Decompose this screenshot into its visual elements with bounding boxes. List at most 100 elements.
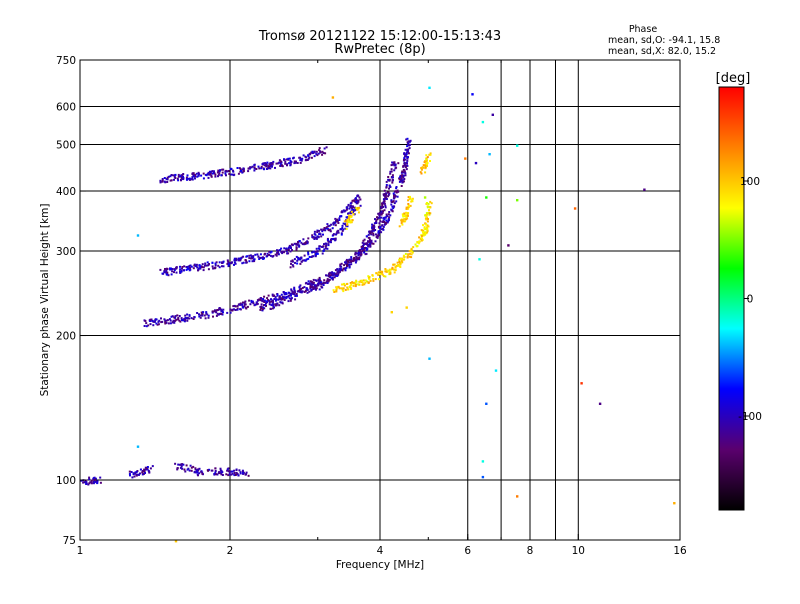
trace-point [374, 278, 377, 281]
trace-point [316, 252, 319, 255]
trace-point [350, 256, 353, 259]
trace-point [182, 319, 185, 322]
trace-point [220, 174, 223, 177]
trace-point [341, 229, 344, 232]
trace-point [390, 203, 393, 206]
trace-point [402, 214, 405, 217]
trace-point [363, 238, 366, 241]
trace-point [376, 218, 379, 221]
trace-point [405, 211, 408, 214]
trace-point [316, 154, 319, 157]
trace-point [283, 158, 285, 161]
trace-point [256, 253, 259, 256]
scatter-point [516, 495, 519, 498]
trace-point [192, 175, 195, 178]
trace-point [400, 175, 403, 178]
scatter-point [478, 258, 481, 261]
trace-point [268, 163, 271, 166]
trace-point [251, 260, 254, 263]
trace-point [172, 174, 175, 177]
trace-point [227, 474, 230, 477]
trace-point [179, 466, 182, 469]
trace-point [406, 162, 408, 165]
trace-point [382, 225, 385, 228]
trace-point [185, 266, 188, 268]
trace-point [356, 194, 359, 197]
trace-point [160, 321, 163, 324]
trace-point [189, 264, 192, 267]
x-tick-label: 16 [673, 545, 687, 557]
trace-point [359, 279, 362, 282]
trace-point [190, 466, 193, 469]
trace-point [242, 170, 245, 172]
trace-point [229, 470, 232, 473]
trace-point [92, 482, 95, 485]
trace-point [426, 162, 429, 165]
trace-point [221, 168, 224, 171]
trace-point [388, 178, 391, 181]
trace-point [165, 269, 168, 272]
trace-point [237, 172, 240, 175]
trace-point [326, 223, 329, 226]
trace-point [220, 469, 223, 472]
trace-point [170, 174, 173, 176]
trace-point [293, 289, 296, 292]
trace-point [391, 181, 394, 184]
trace-point [363, 246, 366, 249]
trace-point [217, 169, 220, 172]
trace-point [426, 228, 429, 231]
trace-point [401, 170, 404, 173]
trace-point [272, 303, 275, 306]
trace-point [335, 274, 338, 277]
trace-point [218, 172, 221, 175]
trace-point [343, 284, 346, 287]
trace-point [244, 259, 247, 261]
trace-point [368, 230, 371, 233]
trace-point [337, 271, 340, 274]
trace-point [333, 222, 336, 224]
trace-point [383, 209, 386, 212]
trace-point [291, 290, 294, 293]
scatter-point [174, 540, 178, 543]
trace-point [174, 315, 177, 318]
trace-point [359, 204, 362, 207]
trace-point [406, 156, 409, 158]
trace-point [404, 174, 407, 177]
trace-point [372, 279, 375, 282]
trace-point [198, 173, 200, 176]
trace-point [321, 150, 324, 153]
trace-point [253, 169, 256, 172]
trace-point [357, 211, 360, 214]
trace-point [403, 218, 406, 221]
trace-point [166, 271, 169, 274]
trace-point [260, 167, 263, 170]
trace-point [283, 247, 286, 250]
trace-point [226, 469, 229, 472]
trace-point [290, 260, 293, 263]
trace-point [389, 186, 392, 188]
trace-point [331, 278, 334, 281]
trace-point [333, 276, 336, 279]
trace-point [280, 297, 283, 300]
trace-point [222, 308, 225, 311]
trace-point [284, 162, 287, 165]
trace-point [274, 299, 277, 302]
trace-point [395, 187, 398, 190]
trace-point [277, 253, 280, 256]
trace-point [234, 305, 237, 308]
trace-point [341, 269, 344, 272]
trace-point [236, 167, 239, 169]
trace-point [181, 266, 184, 268]
trace-point [381, 221, 384, 223]
trace-point [390, 209, 393, 212]
trace-point [211, 172, 214, 175]
trace-point [392, 163, 395, 166]
trace-point [164, 271, 167, 274]
scatter-point [428, 357, 431, 360]
trace-point [252, 259, 255, 262]
trace-point [205, 311, 208, 314]
trace-point [267, 294, 270, 297]
trace-point [389, 172, 392, 175]
trace-point [379, 273, 382, 276]
trace-point [226, 468, 229, 471]
